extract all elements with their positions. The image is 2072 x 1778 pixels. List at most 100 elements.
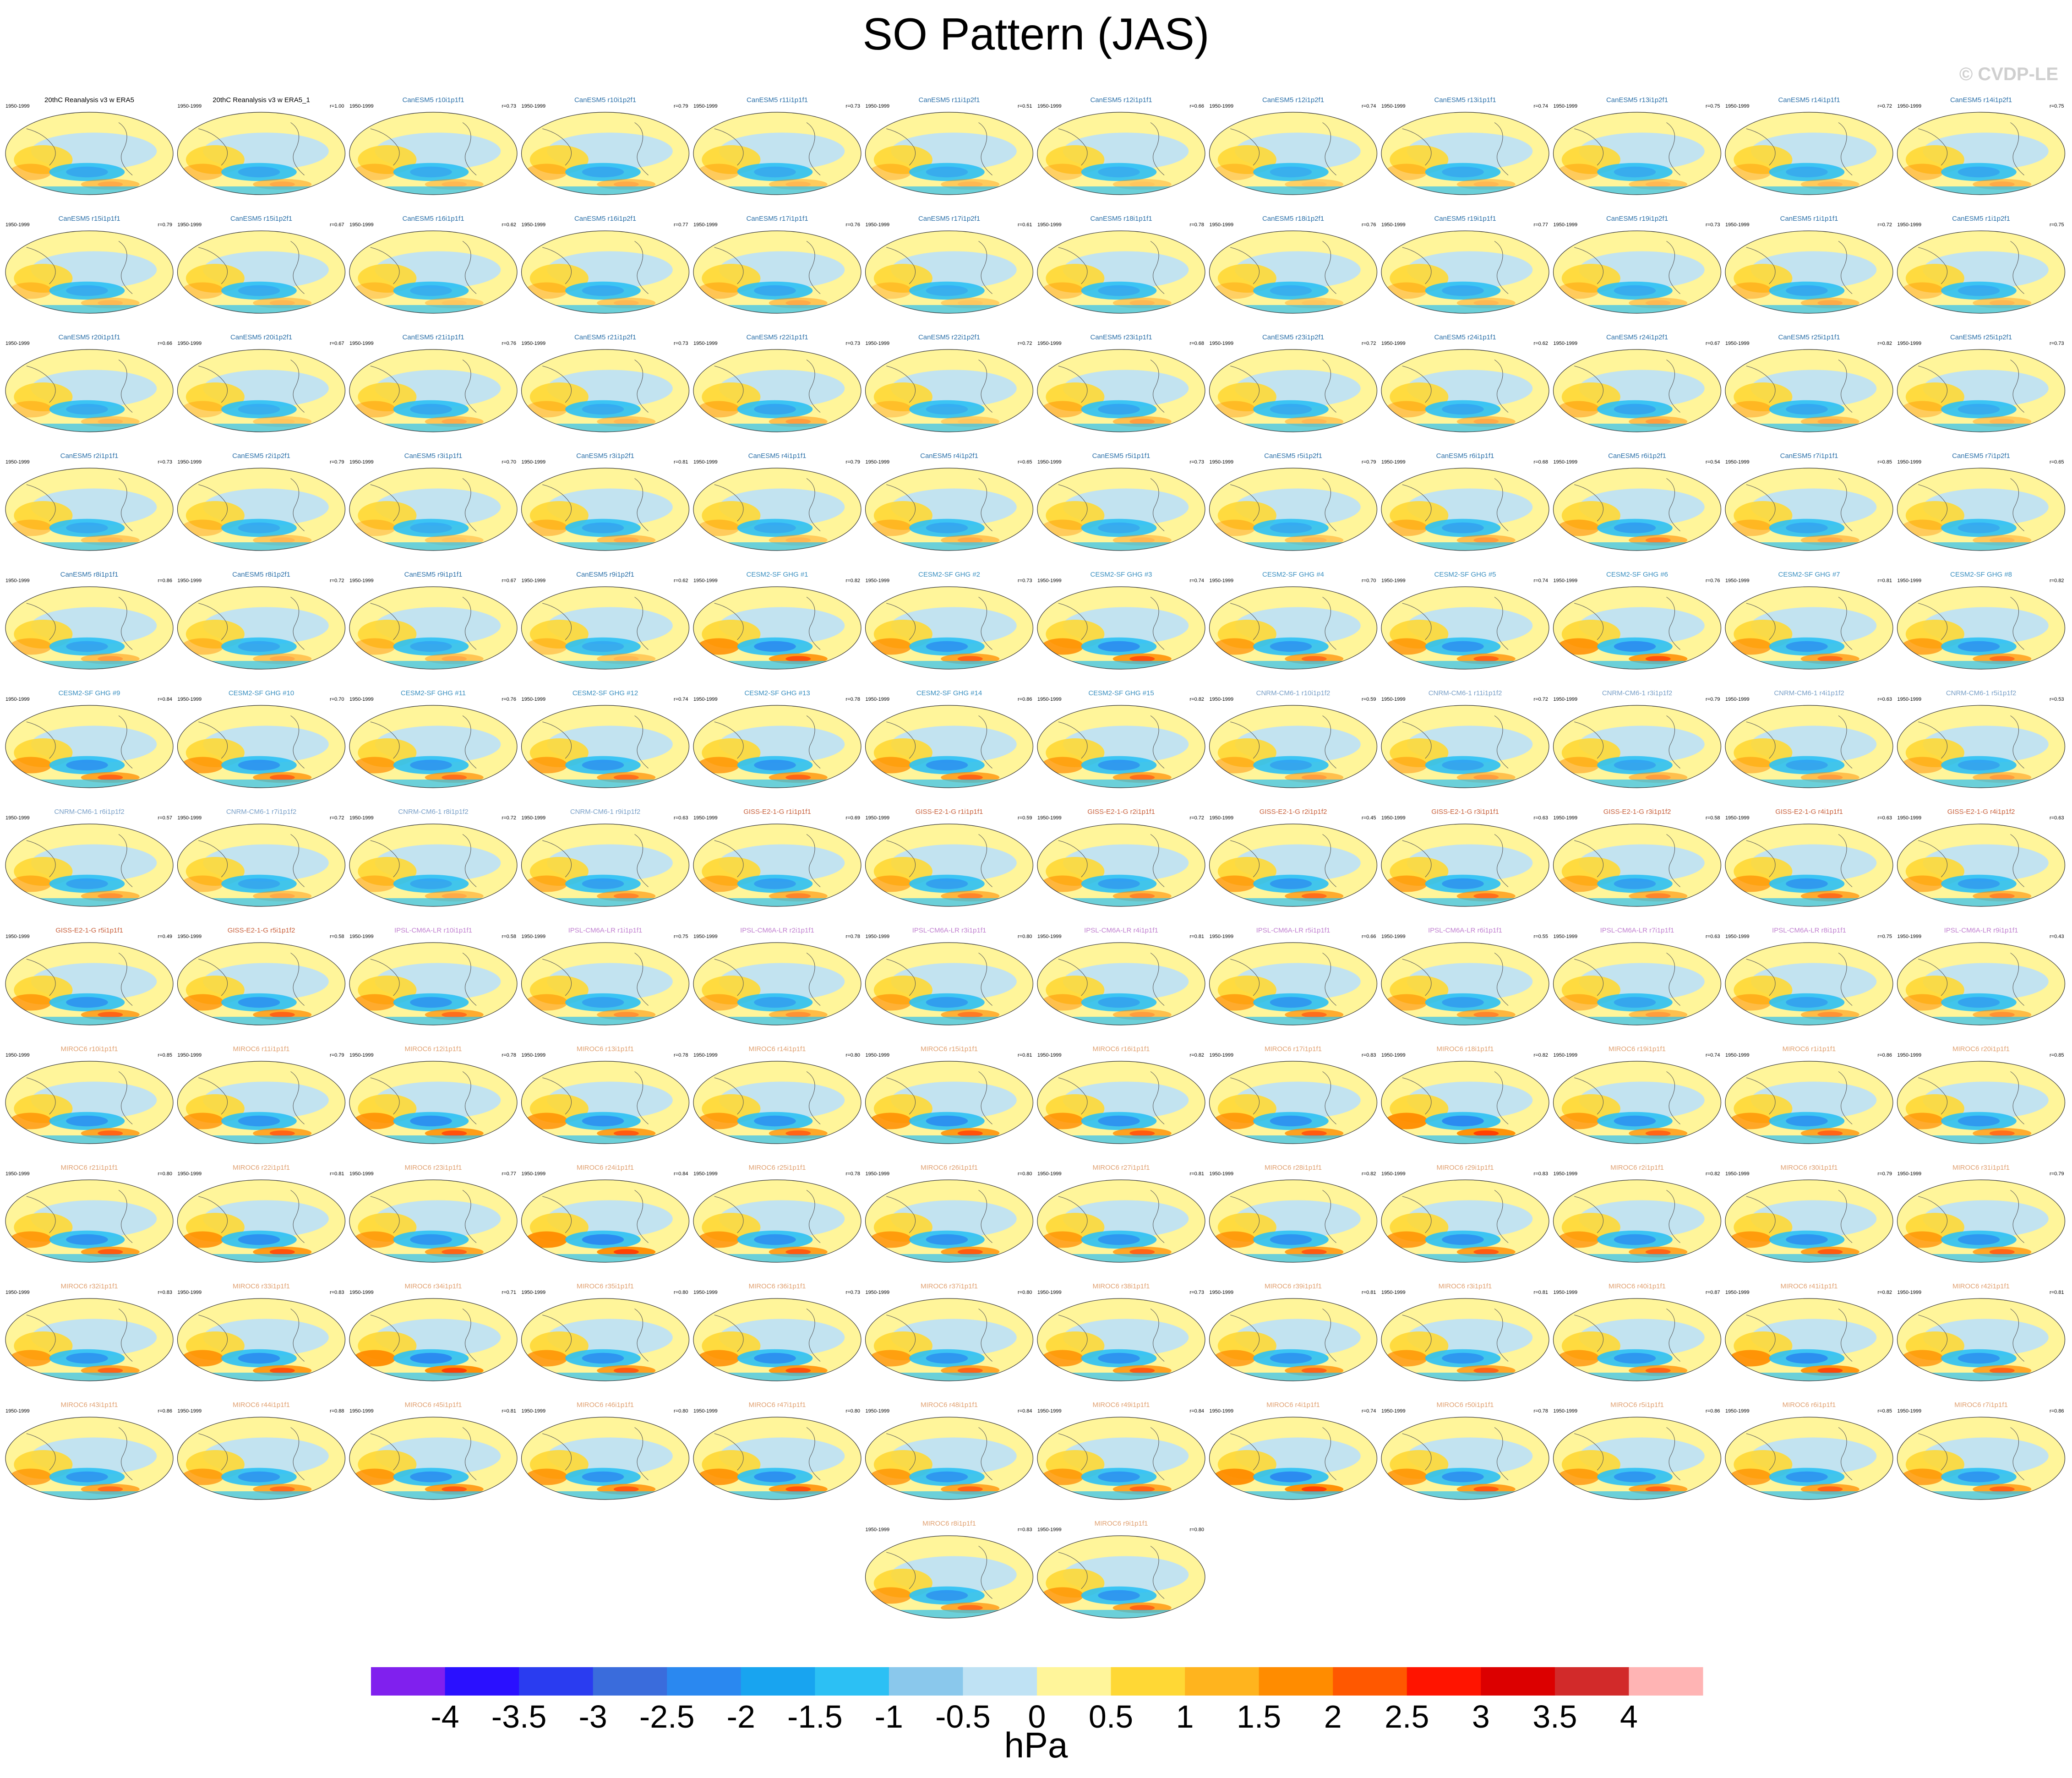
positive-anomaly-center [1301, 537, 1327, 543]
map-border [1381, 468, 1549, 551]
panel-title: CanESM5 r14i1p1f1 [1778, 96, 1840, 104]
panel-title: CanESM5 r15i1p2f1 [230, 215, 292, 223]
positive-anomaly-center [613, 537, 639, 543]
coastline [1058, 247, 1088, 284]
coastline [1058, 365, 1088, 403]
positive-anomaly-region [525, 164, 568, 180]
panel-title: CanESM5 r5i1p2f1 [1264, 452, 1322, 460]
coastline [370, 484, 400, 522]
panel-period: 1950-1999 [522, 104, 546, 109]
panel-period: 1950-1999 [1037, 341, 1062, 346]
panel-period: 1950-1999 [522, 222, 546, 228]
panel-title: CanESM5 r5i1p1f1 [1092, 452, 1151, 460]
panel-period: 1950-1999 [693, 341, 718, 346]
coastline [1058, 484, 1088, 522]
panel-period: 1950-1999 [693, 104, 718, 109]
positive-anomaly-region [181, 401, 224, 418]
negative-anomaly-center [754, 404, 796, 415]
negative-anomaly-region [393, 400, 469, 419]
map-border [349, 349, 518, 432]
colorbar-swatch [1407, 1667, 1481, 1696]
coastline [118, 122, 133, 175]
panel-period: 1950-1999 [866, 104, 890, 109]
positive-anomaly-region [1041, 401, 1084, 418]
positive-anomaly-center [957, 537, 983, 543]
coastline [1494, 360, 1509, 413]
negative-anomaly-center [238, 285, 280, 296]
positive-anomaly-center [613, 181, 639, 187]
positive-anomaly-center [98, 419, 123, 425]
coastline [462, 241, 477, 294]
map-border [693, 349, 862, 432]
negative-anomaly-center [926, 522, 968, 534]
coastline [634, 241, 649, 294]
coastline [198, 484, 228, 522]
panel-correlation: r=0.81 [674, 459, 688, 465]
coastline [714, 128, 744, 166]
panel-correlation: r=0.72 [1018, 341, 1032, 346]
panel-correlation: r=0.73 [1190, 459, 1205, 465]
negative-anomaly-region [49, 400, 125, 419]
negative-anomaly-region [49, 281, 125, 300]
map-panel: 1950-1999 CanESM5 r5i1p2f1 r=0.79 [1209, 452, 1378, 551]
positive-anomaly-region [1213, 164, 1256, 180]
panel-period: 1950-1999 [349, 222, 374, 228]
panel-correlation: r=1.00 [330, 104, 344, 109]
positive-anomaly-region [698, 164, 740, 180]
coastline [2010, 360, 2024, 413]
panel-period: 1950-1999 [1037, 104, 1062, 109]
coastline [1322, 241, 1336, 294]
panel-period: 1950-1999 [522, 341, 546, 346]
map-border [521, 349, 690, 432]
positive-anomaly-region [354, 519, 396, 536]
negative-anomaly-region [1081, 163, 1157, 181]
panel-title: CanESM5 r4i1p1f1 [748, 452, 807, 460]
positive-anomaly-center [98, 181, 123, 187]
panel-title: 20thC Reanalysis v3 w ERA5 [44, 96, 134, 104]
map-border [5, 468, 174, 551]
panel-period: 1950-1999 [866, 222, 890, 228]
positive-anomaly-center [442, 300, 467, 306]
coastline [290, 478, 305, 531]
colorbar-swatch [889, 1667, 963, 1696]
panel-correlation: r=0.68 [1534, 459, 1549, 465]
positive-anomaly-region [354, 282, 396, 299]
panel-period: 1950-1999 [1898, 104, 1922, 109]
coastline [26, 128, 56, 166]
panel-period: 1950-1999 [1037, 222, 1062, 228]
map-panel: 1950-1999 CanESM5 r13i1p2f1 r=0.75 [1553, 96, 1722, 195]
coastline [1402, 128, 1432, 166]
colorbar-swatch [741, 1667, 815, 1696]
map-panel: 1950-1999 CanESM5 r19i1p1f1 r=0.77 [1381, 215, 1549, 314]
coastline [1322, 360, 1336, 413]
panel-title: CanESM5 r18i1p1f1 [1090, 215, 1152, 223]
coastline [290, 241, 305, 294]
coastline [1058, 128, 1088, 166]
map-panel: 1950-1999 CanESM5 r24i1p1f1 r=0.62 [1381, 333, 1549, 432]
positive-anomaly-region [1557, 401, 1600, 418]
map-panel: 1950-1999 CanESM5 r22i1p2f1 r=0.72 [865, 333, 1034, 432]
panel-correlation: r=0.62 [502, 222, 517, 228]
map-border [521, 112, 690, 195]
panel-title: CanESM5 r12i1p1f1 [1090, 96, 1152, 104]
positive-anomaly-center [442, 181, 467, 187]
map-border [177, 230, 346, 314]
positive-anomaly-region [10, 401, 52, 418]
negative-anomaly-center [66, 166, 108, 178]
coastline [714, 247, 744, 284]
negative-anomaly-region [1941, 400, 2017, 419]
panel-title: CanESM5 r18i1p2f1 [1262, 215, 1324, 223]
positive-anomaly-center [1129, 537, 1155, 543]
negative-anomaly-region [1597, 281, 1673, 300]
positive-anomaly-region [10, 282, 52, 299]
panel-correlation: r=0.66 [1190, 104, 1205, 109]
panel-title: CanESM5 r21i1p2f1 [574, 333, 636, 341]
negative-anomaly-center [1098, 404, 1140, 415]
negative-anomaly-region [737, 163, 813, 181]
negative-anomaly-center [66, 285, 108, 296]
coastline [1494, 478, 1509, 531]
map-border [865, 468, 1034, 551]
positive-anomaly-region [1385, 282, 1428, 299]
map-border [177, 468, 346, 551]
